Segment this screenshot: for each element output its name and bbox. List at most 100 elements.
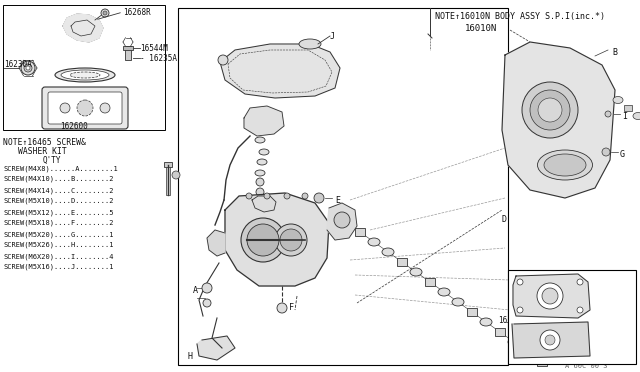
Ellipse shape xyxy=(299,39,321,49)
Ellipse shape xyxy=(382,248,394,256)
Text: 16046: 16046 xyxy=(592,276,615,285)
Text: SCREW(M5X12)....E........5: SCREW(M5X12)....E........5 xyxy=(3,209,113,215)
Bar xyxy=(123,46,133,50)
Text: 16230A: 16230A xyxy=(4,60,32,69)
Circle shape xyxy=(218,55,228,65)
Text: 16268R: 16268R xyxy=(123,8,151,17)
Text: SCREW(M6X20)....I........4: SCREW(M6X20)....I........4 xyxy=(3,253,113,260)
Text: C: C xyxy=(218,56,223,65)
Polygon shape xyxy=(207,230,225,256)
Bar xyxy=(495,328,505,336)
Bar xyxy=(537,358,547,366)
Circle shape xyxy=(275,224,307,256)
Circle shape xyxy=(577,307,583,313)
Circle shape xyxy=(517,279,523,285)
Bar xyxy=(125,48,131,60)
Bar xyxy=(425,278,435,286)
Ellipse shape xyxy=(61,70,109,80)
Circle shape xyxy=(517,307,523,313)
Text: 16010N: 16010N xyxy=(465,24,497,33)
Ellipse shape xyxy=(538,150,593,180)
Text: A 60C 00 3: A 60C 00 3 xyxy=(565,363,607,369)
Polygon shape xyxy=(63,14,103,42)
Ellipse shape xyxy=(410,268,422,276)
Text: WASHER KIT: WASHER KIT xyxy=(18,147,67,156)
Circle shape xyxy=(100,103,110,113)
Text: SCREW(M5X18)....F........2: SCREW(M5X18)....F........2 xyxy=(3,220,113,227)
Text: G: G xyxy=(620,150,625,159)
Circle shape xyxy=(101,9,109,17)
Circle shape xyxy=(602,148,610,156)
Circle shape xyxy=(103,11,107,15)
Circle shape xyxy=(284,193,290,199)
Circle shape xyxy=(530,90,570,130)
Text: E: E xyxy=(335,196,340,205)
Circle shape xyxy=(246,193,252,199)
Bar xyxy=(508,270,636,364)
Text: Q'TY: Q'TY xyxy=(43,156,61,165)
Ellipse shape xyxy=(70,72,100,78)
Text: I: I xyxy=(622,112,627,121)
Text: SCREW(M4X10)....B........2: SCREW(M4X10)....B........2 xyxy=(3,176,113,183)
Text: SCREW(M5X26)....H........1: SCREW(M5X26)....H........1 xyxy=(3,242,113,248)
Ellipse shape xyxy=(508,338,520,346)
Text: SCREW(M5X10)....D........2: SCREW(M5X10)....D........2 xyxy=(3,198,113,205)
Circle shape xyxy=(277,303,287,313)
Circle shape xyxy=(60,103,70,113)
Ellipse shape xyxy=(255,170,265,176)
Polygon shape xyxy=(225,193,329,286)
FancyBboxPatch shape xyxy=(42,87,128,129)
Circle shape xyxy=(605,111,611,117)
Text: - 16235A: - 16235A xyxy=(140,54,177,63)
Ellipse shape xyxy=(613,96,623,103)
Circle shape xyxy=(538,98,562,122)
Bar xyxy=(397,258,407,266)
Ellipse shape xyxy=(255,137,265,143)
Ellipse shape xyxy=(438,288,450,296)
Text: H: H xyxy=(187,352,192,361)
Bar xyxy=(355,228,365,236)
Text: A: A xyxy=(193,286,198,295)
Circle shape xyxy=(256,178,264,186)
Text: SCREW(M5X20)....G........1: SCREW(M5X20)....G........1 xyxy=(3,231,113,237)
Polygon shape xyxy=(512,322,590,358)
Circle shape xyxy=(203,299,211,307)
Text: 16544M: 16544M xyxy=(140,44,168,53)
Circle shape xyxy=(24,64,32,72)
Circle shape xyxy=(280,229,302,251)
Circle shape xyxy=(264,193,270,199)
Polygon shape xyxy=(197,336,235,360)
Circle shape xyxy=(241,218,285,262)
Ellipse shape xyxy=(633,112,640,119)
Ellipse shape xyxy=(522,348,534,356)
FancyBboxPatch shape xyxy=(48,92,122,124)
Polygon shape xyxy=(327,203,357,240)
Polygon shape xyxy=(513,274,590,318)
Text: NOTE↑16010N BODY ASSY S.P.I(inc.*): NOTE↑16010N BODY ASSY S.P.I(inc.*) xyxy=(435,12,605,21)
Ellipse shape xyxy=(368,238,380,246)
Circle shape xyxy=(77,100,93,116)
Text: SCREW(M4X8)......A........1: SCREW(M4X8)......A........1 xyxy=(3,165,118,171)
Ellipse shape xyxy=(544,154,586,176)
Circle shape xyxy=(540,330,560,350)
Ellipse shape xyxy=(259,149,269,155)
Circle shape xyxy=(334,212,350,228)
Ellipse shape xyxy=(480,318,492,326)
Circle shape xyxy=(172,171,180,179)
Circle shape xyxy=(542,288,558,304)
Text: NOTE↑16465 SCREW&: NOTE↑16465 SCREW& xyxy=(3,138,86,147)
Ellipse shape xyxy=(452,298,464,306)
Bar xyxy=(178,8,508,365)
Circle shape xyxy=(202,283,212,293)
Polygon shape xyxy=(244,106,284,136)
Text: 16174: 16174 xyxy=(498,316,521,325)
Circle shape xyxy=(26,66,30,70)
Text: SCREW(M4X14)....C........2: SCREW(M4X14)....C........2 xyxy=(3,187,113,193)
Bar xyxy=(164,162,172,167)
Circle shape xyxy=(80,103,90,113)
Circle shape xyxy=(302,193,308,199)
Circle shape xyxy=(537,283,563,309)
Circle shape xyxy=(247,224,279,256)
Text: 16076: 16076 xyxy=(592,326,615,335)
Circle shape xyxy=(545,335,555,345)
